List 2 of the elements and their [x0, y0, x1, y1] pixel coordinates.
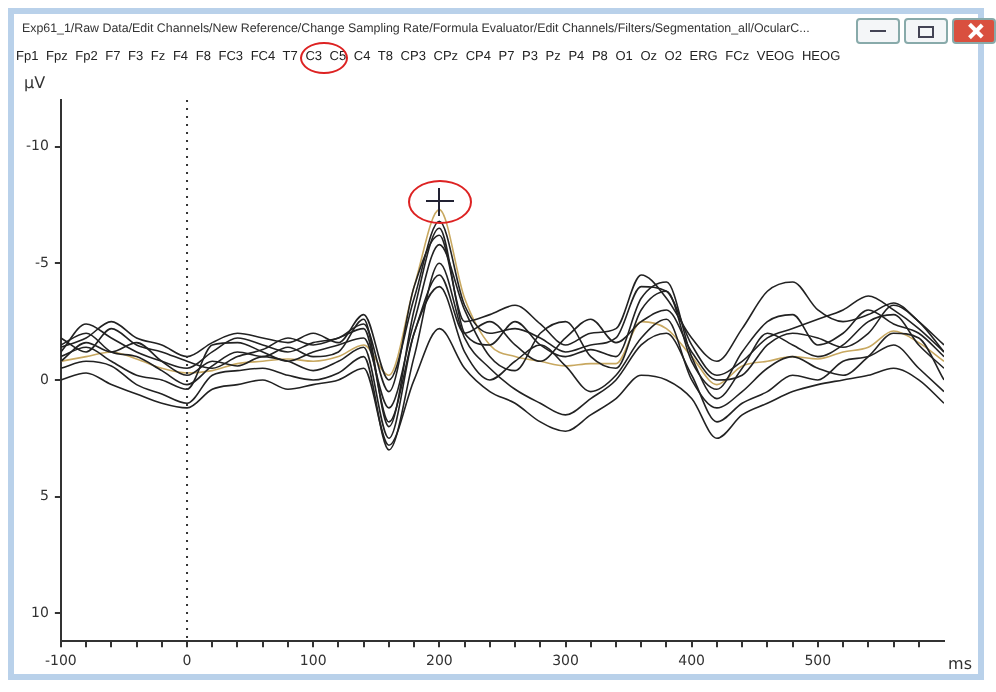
- x-axis-title: ms: [948, 655, 972, 674]
- y-axis-title: µV: [24, 74, 47, 93]
